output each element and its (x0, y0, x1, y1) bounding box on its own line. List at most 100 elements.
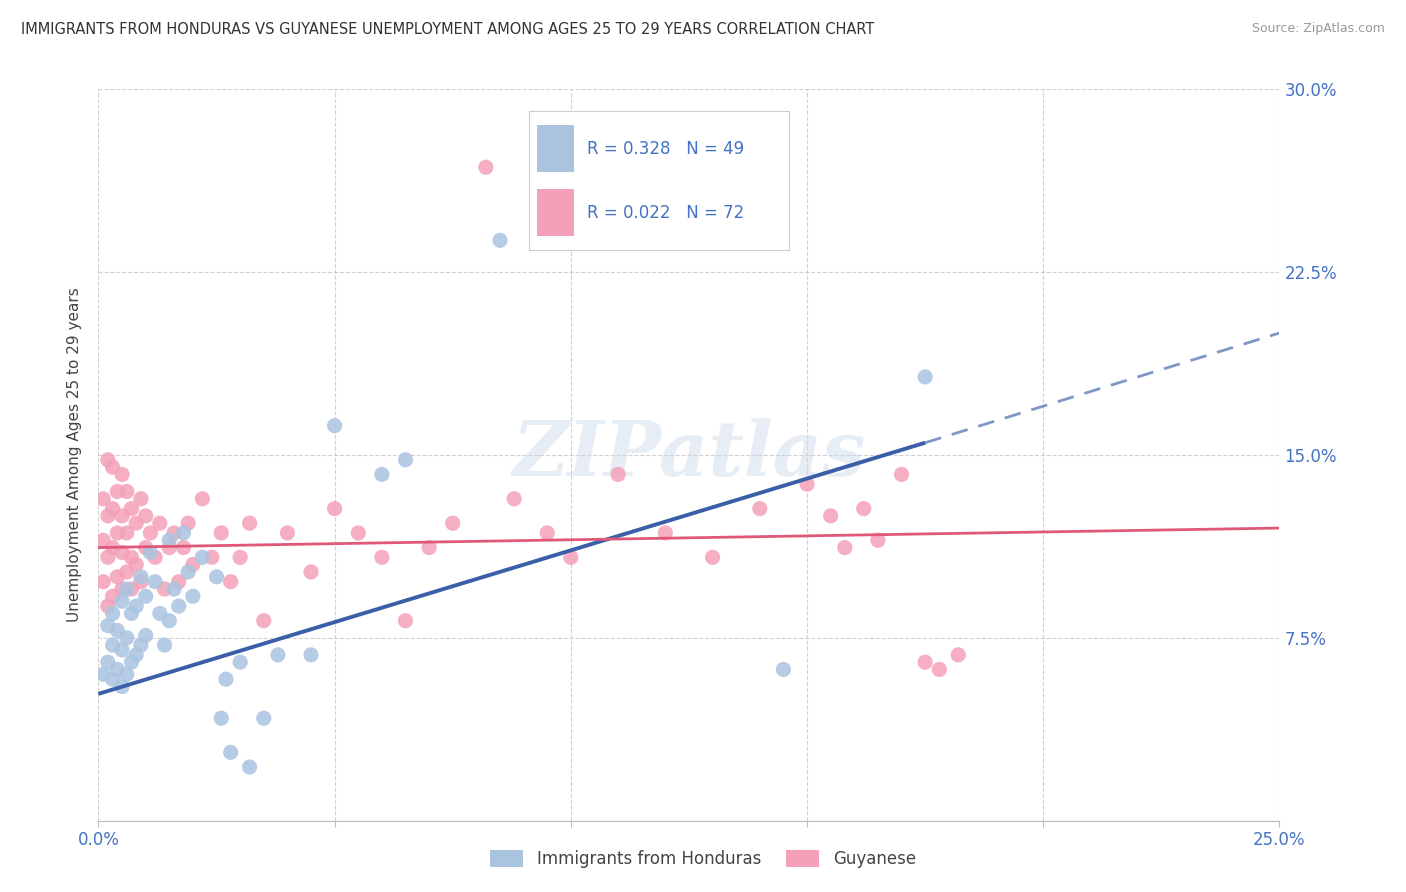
Point (253, 614, 276, 628)
Point (177, 565, 200, 579)
Point (101, 672, 124, 686)
Point (914, 655, 936, 669)
Point (115, 525, 138, 540)
Point (157, 614, 180, 628)
Point (560, 550, 582, 565)
Point (748, 501, 770, 516)
Point (371, 550, 394, 565)
Point (239, 516, 262, 531)
Point (157, 541, 180, 555)
Point (191, 550, 214, 565)
Point (121, 501, 143, 516)
Point (852, 501, 875, 516)
Point (101, 590, 124, 604)
Point (167, 599, 190, 613)
Point (239, 760, 262, 774)
Point (97, 599, 120, 613)
Point (101, 501, 124, 516)
Point (229, 655, 252, 669)
Point (153, 582, 176, 596)
Point (115, 667, 138, 681)
Point (97, 452, 120, 467)
Point (172, 541, 194, 555)
Point (890, 467, 912, 482)
Point (299, 648, 322, 662)
Point (101, 460, 124, 475)
Point (441, 516, 464, 531)
Point (125, 558, 148, 572)
Point (115, 631, 138, 645)
Point (394, 614, 416, 628)
Point (139, 525, 162, 540)
Point (834, 541, 856, 555)
Point (111, 643, 134, 657)
Point (101, 638, 124, 652)
Point (772, 663, 794, 677)
Point (866, 533, 889, 548)
Point (135, 541, 157, 555)
Point (135, 508, 157, 523)
Point (299, 565, 322, 579)
Point (111, 508, 134, 523)
Point (91, 533, 114, 548)
Point (607, 467, 630, 482)
Point (111, 467, 134, 482)
Point (97, 618, 120, 632)
Point (105, 570, 128, 584)
Point (129, 574, 152, 589)
Text: IMMIGRANTS FROM HONDURAS VS GUYANESE UNEMPLOYMENT AMONG AGES 25 TO 29 YEARS CORR: IMMIGRANTS FROM HONDURAS VS GUYANESE UNE… (21, 22, 875, 37)
Point (201, 550, 224, 565)
Point (125, 648, 148, 662)
Point (105, 663, 128, 677)
Point (139, 545, 162, 559)
Point (121, 582, 143, 596)
Point (209, 711, 232, 725)
Point (219, 574, 242, 589)
Point (654, 525, 676, 540)
Point (323, 501, 346, 516)
Point (267, 648, 290, 662)
Point (101, 607, 124, 621)
Point (129, 491, 152, 506)
Point (91, 574, 114, 589)
Point (91, 491, 114, 506)
Point (914, 370, 936, 384)
Point (215, 672, 238, 686)
Point (163, 582, 186, 596)
Point (928, 663, 950, 677)
Point (149, 516, 172, 531)
Legend: Immigrants from Honduras, Guyanese: Immigrants from Honduras, Guyanese (484, 843, 922, 875)
Point (153, 638, 176, 652)
Point (229, 550, 252, 565)
Point (820, 508, 842, 523)
Point (115, 582, 138, 596)
Point (253, 711, 276, 725)
Point (276, 525, 298, 540)
Point (205, 570, 228, 584)
Point (143, 550, 166, 565)
Point (394, 452, 416, 467)
Point (91, 667, 114, 681)
Point (323, 418, 346, 433)
Point (115, 565, 138, 579)
Point (163, 525, 186, 540)
Point (219, 745, 242, 759)
Text: ZIPatlas: ZIPatlas (512, 418, 866, 491)
Point (177, 516, 200, 531)
Point (129, 570, 152, 584)
Point (105, 624, 128, 638)
Point (111, 594, 134, 608)
Text: Source: ZipAtlas.com: Source: ZipAtlas.com (1251, 22, 1385, 36)
Point (157, 533, 180, 548)
Point (181, 558, 204, 572)
Point (105, 484, 128, 499)
Point (121, 550, 143, 565)
Point (135, 628, 157, 642)
Point (347, 525, 370, 540)
Y-axis label: Unemployment Among Ages 25 to 29 years: Unemployment Among Ages 25 to 29 years (67, 287, 83, 623)
Point (143, 574, 166, 589)
Point (209, 525, 232, 540)
Point (97, 550, 120, 565)
Point (121, 607, 143, 621)
Point (167, 574, 190, 589)
